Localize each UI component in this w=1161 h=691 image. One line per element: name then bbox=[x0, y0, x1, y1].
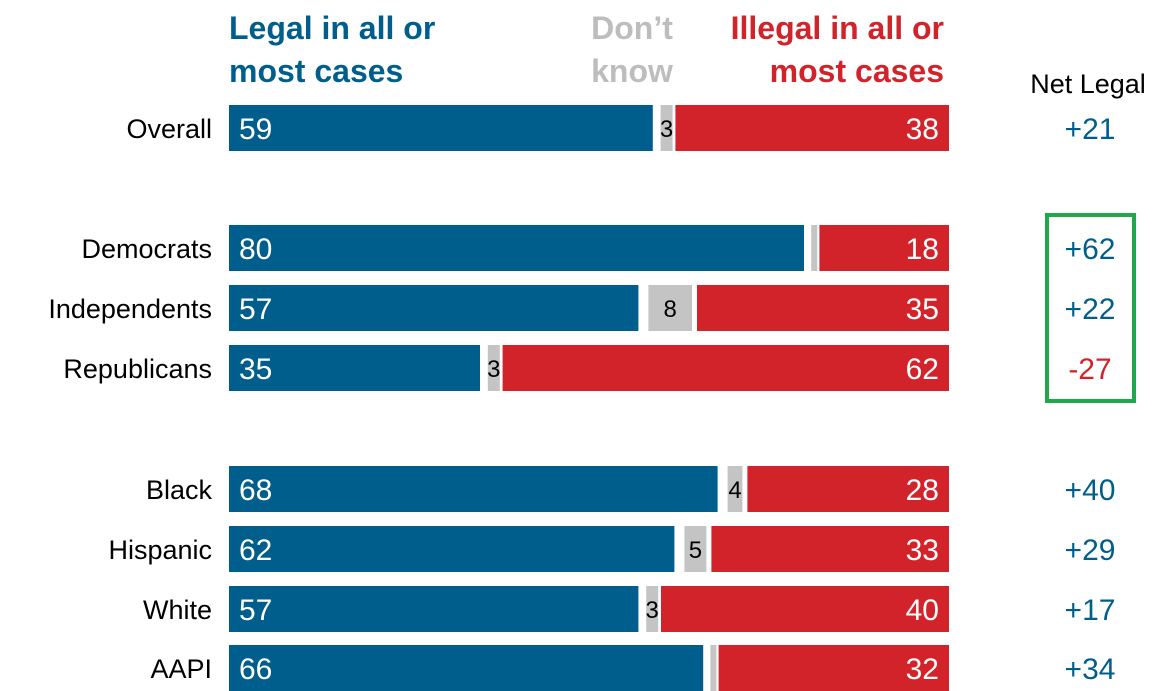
illegal-value-label: 62 bbox=[906, 353, 939, 386]
net-legal-value: -27 bbox=[1068, 353, 1111, 386]
illegal-value-label: 18 bbox=[906, 233, 939, 266]
illegal-value-label: 38 bbox=[906, 113, 939, 146]
legal-value-label: 57 bbox=[239, 293, 272, 326]
illegal-value-label: 33 bbox=[906, 534, 939, 567]
bar-dont-know bbox=[727, 466, 743, 512]
bar-dont-know bbox=[660, 105, 673, 151]
dont-know-header-line2: know bbox=[591, 53, 673, 89]
category-label: Independents bbox=[48, 294, 212, 324]
dont-know-value-label: 3 bbox=[660, 116, 673, 143]
bar-legal bbox=[229, 586, 639, 632]
dont-know-value-label: 5 bbox=[689, 537, 702, 564]
bar-dont-know bbox=[646, 586, 659, 632]
bar-illegal bbox=[747, 466, 949, 512]
illegal-value-label: 28 bbox=[906, 474, 939, 507]
legal-value-label: 59 bbox=[239, 113, 272, 146]
category-label: White bbox=[143, 595, 212, 625]
net-legal-value: +29 bbox=[1065, 534, 1116, 567]
legal-header-line2: most cases bbox=[229, 53, 403, 89]
legal-value-label: 35 bbox=[239, 353, 272, 386]
illegal-value-label: 35 bbox=[906, 293, 939, 326]
bar-legal bbox=[229, 645, 704, 691]
dont-know-value-label: 3 bbox=[487, 356, 500, 383]
net-legal-value: +22 bbox=[1065, 293, 1116, 326]
net-legal-header: Net Legal bbox=[1030, 69, 1146, 99]
bar-legal bbox=[229, 526, 675, 572]
bar-illegal bbox=[661, 586, 949, 632]
illegal-value-label: 40 bbox=[906, 594, 939, 627]
dont-know-value-label: 4 bbox=[728, 477, 741, 504]
illegal-header-line1: Illegal in all or bbox=[731, 10, 944, 46]
net-legal-value: +21 bbox=[1065, 113, 1116, 146]
bar-dont-know bbox=[710, 645, 717, 691]
category-label: AAPI bbox=[150, 654, 212, 684]
net-legal-value: +17 bbox=[1065, 594, 1116, 627]
bar-illegal bbox=[711, 526, 949, 572]
bar-dont-know bbox=[684, 526, 707, 572]
bar-illegal bbox=[718, 645, 949, 691]
legal-value-label: 80 bbox=[239, 233, 272, 266]
bar-dont-know bbox=[487, 345, 500, 391]
illegal-value-label: 32 bbox=[906, 653, 939, 686]
category-label: Republicans bbox=[63, 354, 212, 384]
net-legal-value: +40 bbox=[1065, 474, 1116, 507]
bar-illegal bbox=[675, 105, 949, 151]
illegal-header-line2: most cases bbox=[770, 53, 944, 89]
category-label: Democrats bbox=[81, 234, 212, 264]
legal-value-label: 68 bbox=[239, 474, 272, 507]
dont-know-header-line1: Don’t bbox=[591, 10, 673, 46]
bar-illegal bbox=[697, 285, 949, 331]
legal-header-line1: Legal in all or bbox=[229, 10, 435, 46]
dont-know-value-label: 3 bbox=[646, 597, 659, 624]
category-label: Hispanic bbox=[108, 535, 212, 565]
legal-value-label: 62 bbox=[239, 534, 272, 567]
bar-legal bbox=[229, 225, 804, 271]
bar-legal bbox=[229, 466, 718, 512]
bar-legal bbox=[229, 105, 653, 151]
bar-dont-know bbox=[648, 285, 692, 331]
legal-value-label: 57 bbox=[239, 594, 272, 627]
bar-illegal bbox=[502, 345, 949, 391]
bar-legal bbox=[229, 285, 639, 331]
bar-dont-know bbox=[811, 225, 818, 271]
bar-legal bbox=[229, 345, 480, 391]
dont-know-value-label: 8 bbox=[664, 296, 677, 323]
net-legal-value: +62 bbox=[1065, 233, 1116, 266]
net-legal-value: +34 bbox=[1065, 653, 1116, 686]
category-label: Black bbox=[146, 475, 213, 505]
category-label: Overall bbox=[126, 114, 212, 144]
bar-illegal bbox=[819, 225, 949, 271]
party-highlight-box bbox=[1045, 213, 1136, 403]
legal-value-label: 66 bbox=[239, 653, 272, 686]
